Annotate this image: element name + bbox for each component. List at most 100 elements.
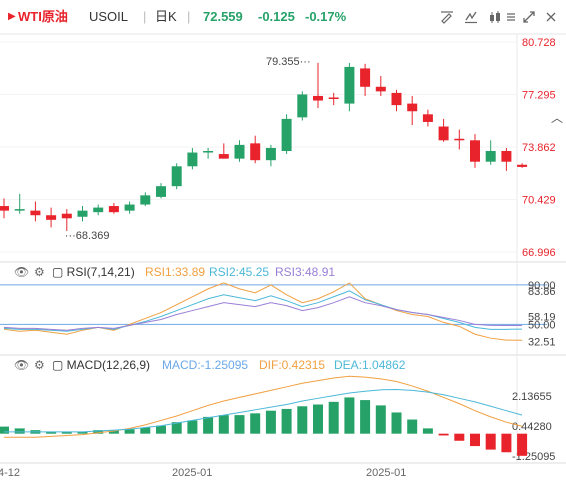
rsi-tick-label: 90.00 <box>528 280 556 292</box>
macd-bar <box>517 433 528 456</box>
macd-title: ▢ MACD(12,26,9) <box>52 358 150 372</box>
chart-header: ▶ WTI原油 USOIL | 日K | 72.559 -0.125 -0.17… <box>0 0 566 34</box>
rsi-tick-label: 32.51 <box>528 337 556 349</box>
x-axis-label: 2025-01 <box>366 467 406 479</box>
macd-bar <box>328 401 339 434</box>
candle-body <box>375 86 386 92</box>
candle-body <box>61 213 72 219</box>
candle-body <box>485 151 496 162</box>
macd-tick-label: 2.13655 <box>512 391 552 403</box>
candle-body <box>77 210 88 217</box>
x-axis-label: 2025-01 <box>172 467 212 479</box>
rsi-title: ▢ RSI(7,14,21) <box>52 265 135 279</box>
candle-body <box>501 151 512 162</box>
last-price: 72.559 <box>203 9 243 24</box>
macd-bar <box>313 404 323 434</box>
macd-bar <box>108 430 119 434</box>
price-change: -0.125 <box>258 9 295 24</box>
macd-bar <box>438 433 449 436</box>
price-tick-label: 66.996 <box>522 247 556 259</box>
rsi-settings-icon: ⚙ <box>34 265 45 279</box>
dea-line <box>4 388 523 433</box>
macd-bar <box>0 426 9 434</box>
macd-bar <box>234 415 245 434</box>
macd-bar <box>187 420 198 434</box>
macd-bar <box>297 406 308 434</box>
macd-bar <box>124 429 135 434</box>
close-icon[interactable] <box>542 8 560 26</box>
candle-body <box>313 95 323 101</box>
candle-body <box>517 164 528 167</box>
macd-bar <box>46 431 57 434</box>
expand-icon[interactable] <box>520 8 538 26</box>
instrument-title[interactable]: WTI原油 <box>18 9 68 24</box>
candle-body <box>140 195 151 205</box>
candle-body <box>470 140 480 162</box>
candle-body <box>108 206 119 213</box>
macd-bar <box>203 416 214 434</box>
candle-body <box>250 143 261 161</box>
macd-toggle-icon: 👁 <box>14 358 29 372</box>
candle-body <box>171 166 182 187</box>
candle-body <box>124 204 135 211</box>
macd-settings-icon: ⚙ <box>34 358 45 372</box>
chevron-up-icon[interactable]: ︿ <box>550 111 563 125</box>
macd-bar <box>140 427 151 434</box>
candle-body <box>156 186 166 197</box>
macd-bar <box>265 410 276 434</box>
rsi-tick-label: 50.00 <box>528 319 556 331</box>
rsi2-legend: RSI2:45.25 <box>209 265 269 279</box>
pencil-icon[interactable] <box>438 8 456 26</box>
macd-bar <box>61 431 72 434</box>
price-tick-label: 80.728 <box>522 37 556 49</box>
dea-legend: DEA:1.04862 <box>334 358 406 372</box>
rsi3-legend: RSI3:48.91 <box>275 265 335 279</box>
macd-bar <box>454 433 465 441</box>
candle-body <box>407 103 418 112</box>
price-change-pct: -0.17% <box>305 9 347 24</box>
price-tick-label: 77.295 <box>522 90 556 102</box>
expand-caret-icon[interactable]: ▶ <box>8 11 16 22</box>
macd-bar <box>344 397 355 434</box>
rsi-line-1 <box>3 282 523 341</box>
macd-bar <box>375 405 386 434</box>
candle-body <box>46 215 57 220</box>
scale-icon[interactable] <box>462 8 480 26</box>
dif-legend: DIF:0.42315 <box>259 358 325 372</box>
macd-bar <box>281 408 292 434</box>
candle-body <box>297 94 308 118</box>
macd-bar <box>250 413 261 434</box>
macd-bar <box>14 428 25 434</box>
rsi-tick-label: 83.86 <box>528 286 556 298</box>
candle-body <box>344 66 355 104</box>
candle-body <box>0 206 9 211</box>
candle-body <box>422 114 433 122</box>
instrument-symbol: USOIL <box>89 9 129 24</box>
macd-bar <box>391 412 402 434</box>
macd-bar <box>470 433 480 447</box>
candle-body <box>391 92 402 106</box>
macd-bar <box>156 425 166 434</box>
period-selector[interactable]: 日K <box>155 9 177 24</box>
rsi1-legend: RSI1:33.89 <box>145 265 205 279</box>
macd-bar <box>485 433 496 450</box>
divider: | <box>143 9 147 24</box>
macd-bar <box>360 400 371 434</box>
candle-body <box>281 118 292 152</box>
candle-body <box>218 154 229 159</box>
candle-body <box>234 144 245 159</box>
brush-icon[interactable] <box>486 8 504 26</box>
settings-icon[interactable] <box>502 8 520 26</box>
dif-line <box>4 375 523 438</box>
rsi-line-3 <box>3 296 523 331</box>
candle-body <box>328 97 339 100</box>
candle-body <box>438 126 449 141</box>
macd-bar <box>93 430 104 434</box>
high-annotation: 79.355··· <box>266 56 311 68</box>
divider: | <box>187 9 191 24</box>
rsi-toggle-icon: 👁 <box>14 265 29 279</box>
candle-body <box>93 207 104 213</box>
macd-legend: MACD:-1.25095 <box>162 358 248 372</box>
x-axis-label: 4-12 <box>0 467 20 479</box>
